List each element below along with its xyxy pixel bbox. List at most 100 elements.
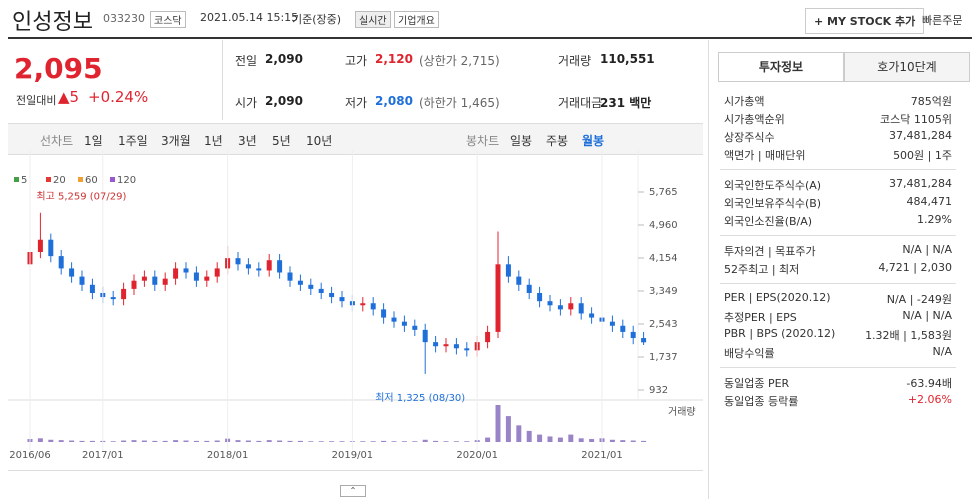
quote-value: 2,080 <box>375 94 413 108</box>
candle-body <box>277 260 283 273</box>
candle-body <box>620 325 626 332</box>
rate: +0.24% <box>88 88 149 106</box>
info-label: 시가총액순위 <box>724 113 785 126</box>
candle-body <box>630 331 636 339</box>
quote-value: 2,090 <box>265 52 303 66</box>
info-value: 484,471 <box>906 195 953 208</box>
info-value: 1.29% <box>917 213 952 226</box>
separator <box>720 367 956 368</box>
chart: 932 1,737 2,543 3,349 4,154 4,960 5,765 5 20 60 12… <box>8 150 703 461</box>
info-label: 외국인소진율(B/A) <box>724 215 813 228</box>
candle-body <box>568 303 574 310</box>
market-tag: 코스닥 <box>150 11 186 28</box>
info-value: N/A | N/A <box>902 243 952 256</box>
volume-bar <box>173 440 179 442</box>
candle-body <box>173 268 179 279</box>
y-tick-label: 4,960 <box>649 220 678 231</box>
volume-bar <box>79 440 85 442</box>
company-button[interactable]: 기업개요 <box>394 11 439 28</box>
candle-body <box>245 264 251 269</box>
y-tick-label: 1,737 <box>649 352 678 363</box>
change: ▲5 <box>58 88 80 106</box>
info-tab[interactable]: 투자정보 <box>718 52 844 82</box>
candle-body <box>578 303 584 314</box>
info-value: -63.94배 <box>906 377 952 390</box>
realtime-tag[interactable]: 실시간 <box>355 11 391 28</box>
volume-bar <box>152 440 158 442</box>
volume-bar <box>162 440 168 442</box>
x-tick-label: 2020/01 <box>456 450 498 461</box>
volume-bar <box>235 440 241 442</box>
quote-label: 고가 <box>345 54 368 68</box>
volume-bar <box>193 440 199 442</box>
y-tick-label: 5,765 <box>649 187 678 198</box>
period-tab[interactable]: 10년 <box>306 134 333 148</box>
candle-body <box>609 321 615 326</box>
candle-body <box>318 288 324 293</box>
volume-bar <box>495 405 501 442</box>
divider <box>8 37 972 39</box>
volume-bar <box>391 441 397 442</box>
volume-bar <box>318 441 324 442</box>
mystock-button[interactable]: + MY STOCK 추가 <box>805 8 925 34</box>
separator <box>720 169 956 170</box>
volume-bar <box>58 440 64 442</box>
info-value: 4,721 | 2,030 <box>878 261 952 274</box>
candle-body <box>485 331 491 343</box>
candle-body <box>235 258 241 265</box>
volume-bar <box>381 440 387 442</box>
period-tab[interactable]: 1일 <box>84 134 103 148</box>
volume-bar <box>422 439 428 442</box>
candle-body <box>339 297 345 302</box>
candle-body <box>266 260 272 271</box>
volume-bar <box>433 440 439 442</box>
candle-body <box>48 239 54 257</box>
quote-value: 2,120 <box>375 52 413 66</box>
legend-label: 60 <box>85 175 98 186</box>
quote-label: 거래량 <box>558 54 592 68</box>
volume-bar <box>183 440 189 442</box>
period-tab[interactable]: 일봉 <box>510 134 533 148</box>
period-tab[interactable]: 3년 <box>238 134 257 148</box>
collapse-button[interactable]: ⌃ <box>340 485 366 497</box>
info-tab[interactable]: 호가10단계 <box>844 52 970 82</box>
y-tick-label: 2,543 <box>649 319 678 330</box>
volume-bar <box>89 440 95 442</box>
legend-swatch <box>14 177 19 182</box>
candle-body <box>152 276 158 285</box>
period-tab[interactable]: 주봉 <box>546 134 569 148</box>
volume-bar <box>547 436 553 442</box>
info-value: 500원 | 1주 <box>893 149 952 162</box>
volume-bar <box>256 440 262 442</box>
info-value: N/A <box>932 345 952 358</box>
info-value: N/A | N/A <box>902 309 952 322</box>
volume-bar <box>329 441 335 442</box>
info-label: 투자의견 | 목표주가 <box>724 245 816 258</box>
candle-body <box>193 272 199 281</box>
candle-body <box>401 321 407 326</box>
volume-bar <box>464 441 470 442</box>
period-tab[interactable]: 1년 <box>204 134 223 148</box>
chart-foot <box>8 470 703 471</box>
info-label: 배당수익률 <box>724 347 775 360</box>
quote-label: 저가 <box>345 96 368 110</box>
candle-body <box>381 309 387 318</box>
quote-value: 110,551 <box>600 52 655 66</box>
info-panel <box>708 40 973 499</box>
period-tab[interactable]: 3개월 <box>161 134 191 148</box>
quick-order[interactable]: 빠른주문 <box>922 14 963 27</box>
info-value: 37,481,284 <box>889 129 952 142</box>
candle-body <box>58 256 64 269</box>
separator <box>720 283 956 284</box>
candle-body <box>360 303 366 306</box>
period-label: 봉차트 <box>466 134 500 148</box>
volume-bar <box>308 441 314 442</box>
period-tab[interactable]: 월봉 <box>582 134 605 148</box>
quote-limit: (상한가 2,715) <box>419 54 500 68</box>
volume-bar <box>443 441 449 442</box>
candle-body <box>412 325 418 330</box>
period-tab[interactable]: 5년 <box>272 134 291 148</box>
legend-label: 20 <box>53 175 66 186</box>
period-tab[interactable]: 1주일 <box>118 134 148 148</box>
